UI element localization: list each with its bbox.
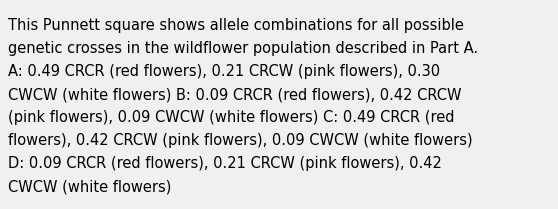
- Text: CWCW (white flowers) B: 0.09 CRCR (red flowers), 0.42 CRCW: CWCW (white flowers) B: 0.09 CRCR (red f…: [8, 87, 461, 102]
- Text: flowers), 0.42 CRCW (pink flowers), 0.09 CWCW (white flowers): flowers), 0.42 CRCW (pink flowers), 0.09…: [8, 133, 473, 148]
- Text: (pink flowers), 0.09 CWCW (white flowers) C: 0.49 CRCR (red: (pink flowers), 0.09 CWCW (white flowers…: [8, 110, 455, 125]
- Text: This Punnett square shows allele combinations for all possible: This Punnett square shows allele combina…: [8, 18, 464, 33]
- Text: CWCW (white flowers): CWCW (white flowers): [8, 179, 171, 194]
- Text: A: 0.49 CRCR (red flowers), 0.21 CRCW (pink flowers), 0.30: A: 0.49 CRCR (red flowers), 0.21 CRCW (p…: [8, 64, 440, 79]
- Text: D: 0.09 CRCR (red flowers), 0.21 CRCW (pink flowers), 0.42: D: 0.09 CRCR (red flowers), 0.21 CRCW (p…: [8, 156, 442, 171]
- Text: genetic crosses in the wildflower population described in Part A.: genetic crosses in the wildflower popula…: [8, 41, 478, 56]
